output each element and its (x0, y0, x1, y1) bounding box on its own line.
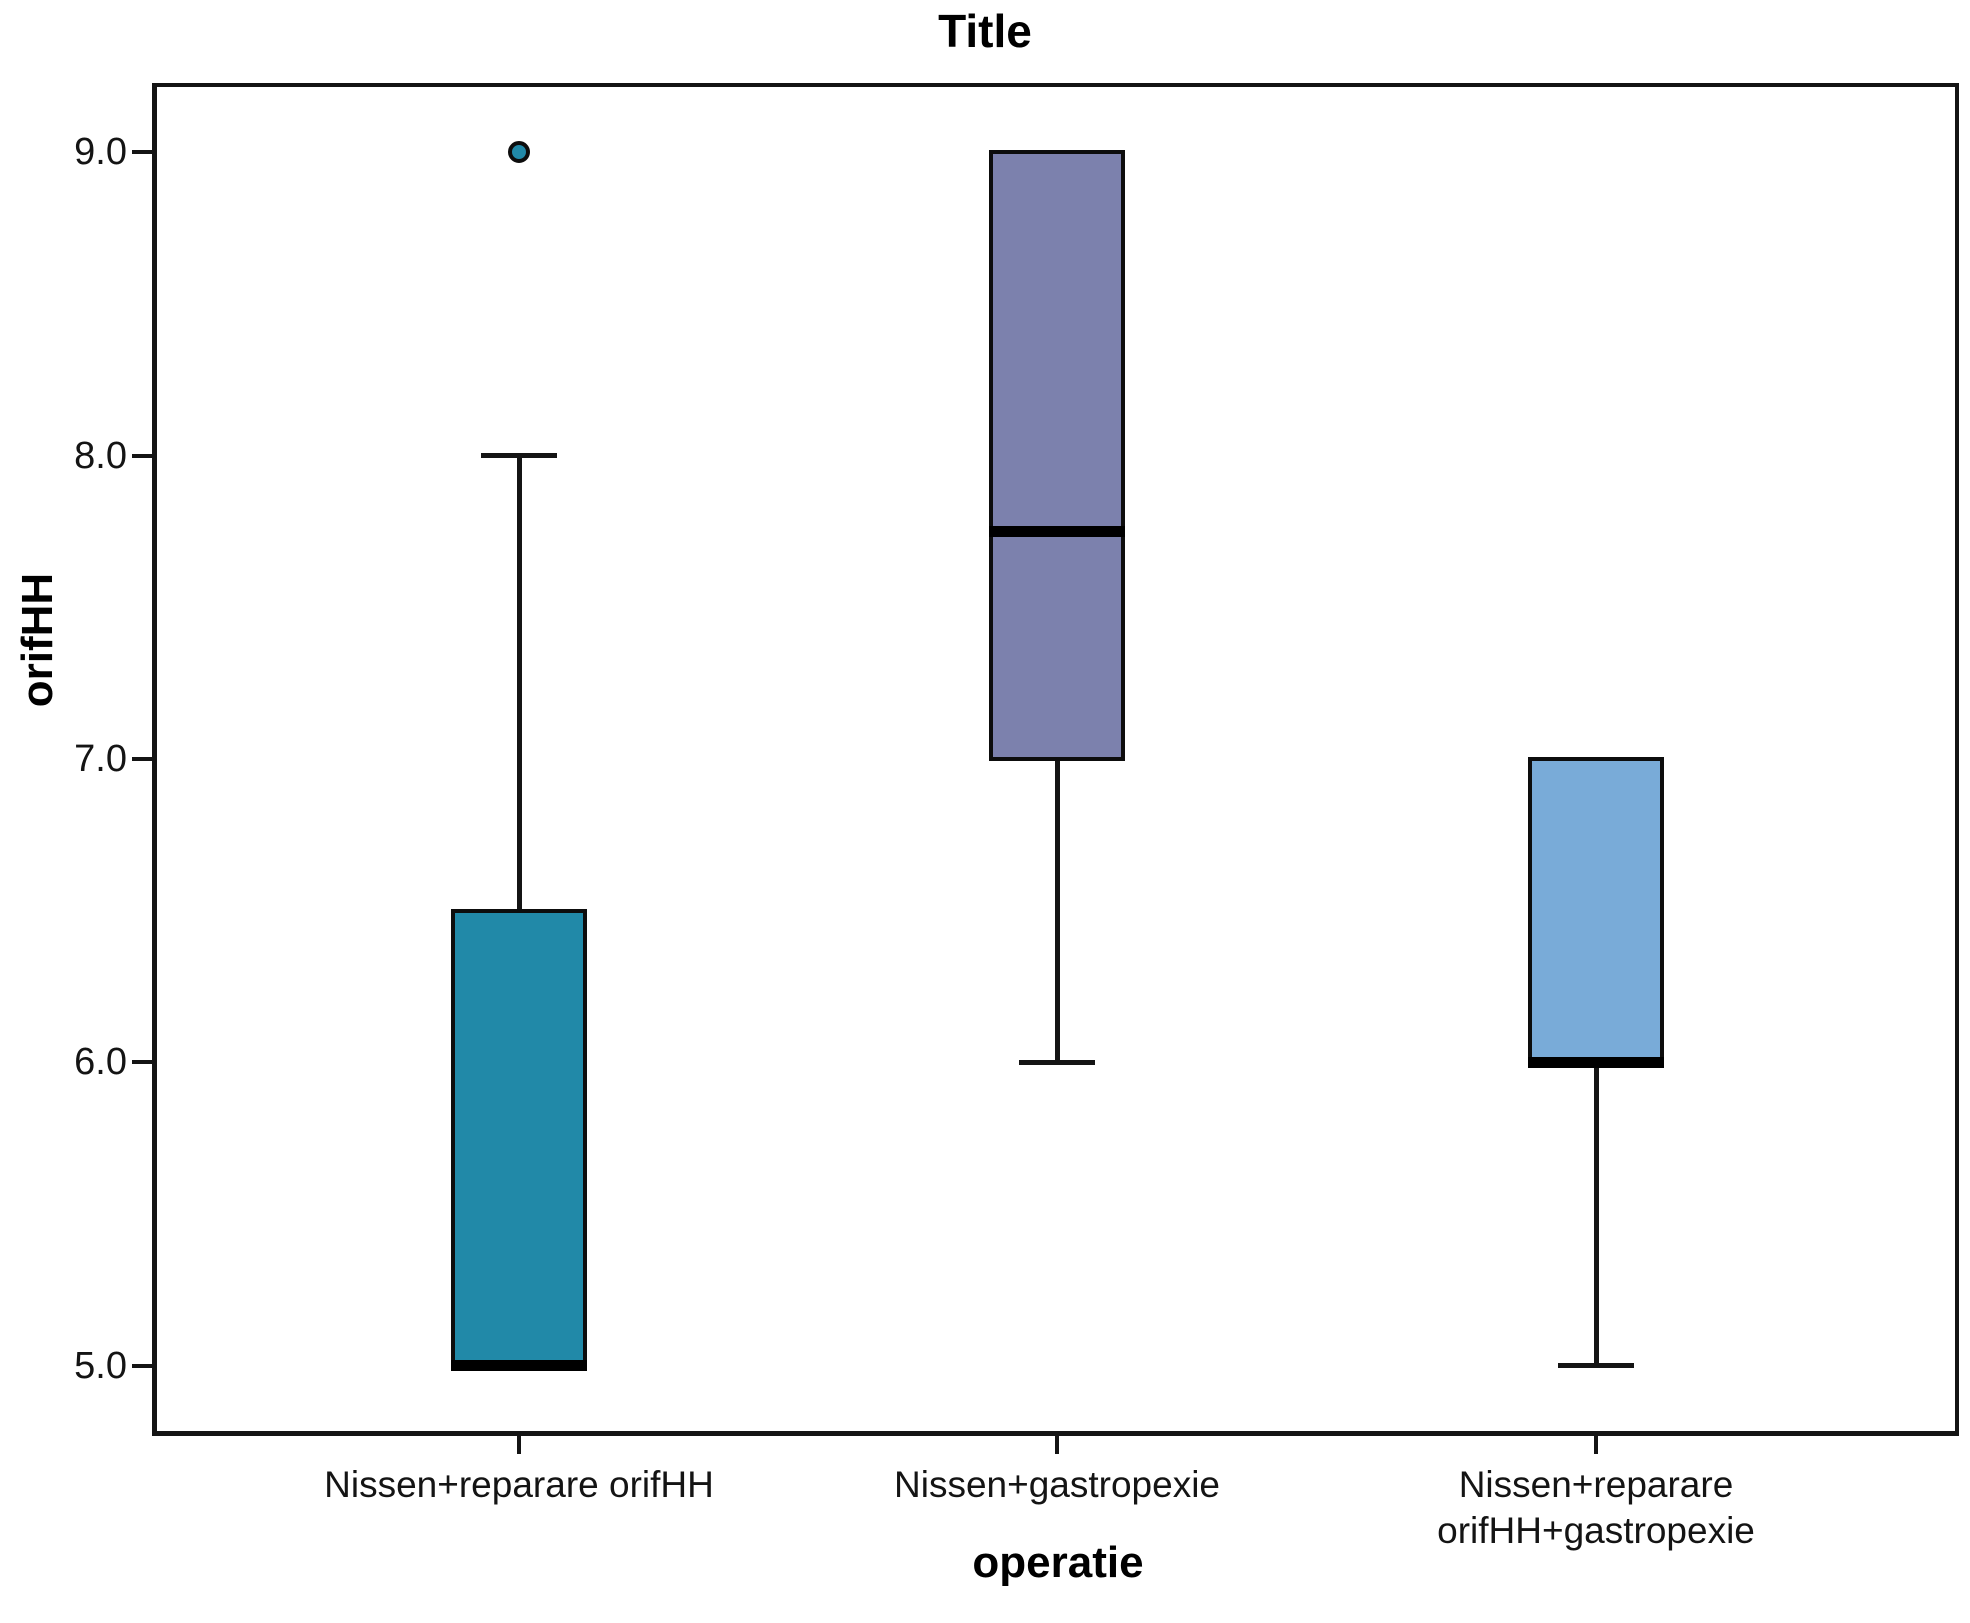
plot-area (132, 83, 1959, 1454)
lower-whisker (1593, 1062, 1599, 1366)
lower-whisker-cap (1558, 1363, 1634, 1369)
y-tick-mark (132, 150, 152, 155)
x-tick-mark (517, 1436, 521, 1454)
box (1528, 757, 1664, 1065)
lower-whisker (1054, 759, 1060, 1063)
median-line (1528, 1056, 1664, 1068)
y-tick-label: 8.0 (74, 434, 127, 477)
box (989, 150, 1125, 761)
y-tick-mark (132, 757, 152, 761)
y-tick-label: 5.0 (74, 1344, 127, 1387)
y-tick-label: 9.0 (74, 131, 127, 174)
x-tick-mark (1594, 1436, 1598, 1454)
box (451, 908, 587, 1368)
y-axis-title: orifHH (13, 572, 62, 708)
lower-whisker-cap (1019, 1059, 1095, 1065)
x-axis-title: operatie (972, 1538, 1144, 1587)
y-tick-mark (132, 1363, 152, 1368)
x-category-label: Nissen+reparare orifHH+gastropexie (1437, 1464, 1755, 1551)
upper-whisker-cap (481, 453, 557, 459)
upper-whisker (516, 455, 522, 911)
y-tick-label: 6.0 (74, 1041, 127, 1084)
x-tick-mark (1055, 1436, 1059, 1454)
outlier-point (508, 141, 530, 164)
x-category-label: Nissen+reparare orifHH (324, 1464, 714, 1505)
median-line (451, 1360, 587, 1372)
y-tick-mark (132, 1060, 152, 1065)
median-line (989, 525, 1125, 537)
y-tick-label: 7.0 (74, 738, 127, 780)
y-tick-mark (132, 453, 152, 458)
x-category-label: Nissen+gastropexie (894, 1464, 1220, 1505)
chart-title: Title (938, 5, 1032, 57)
